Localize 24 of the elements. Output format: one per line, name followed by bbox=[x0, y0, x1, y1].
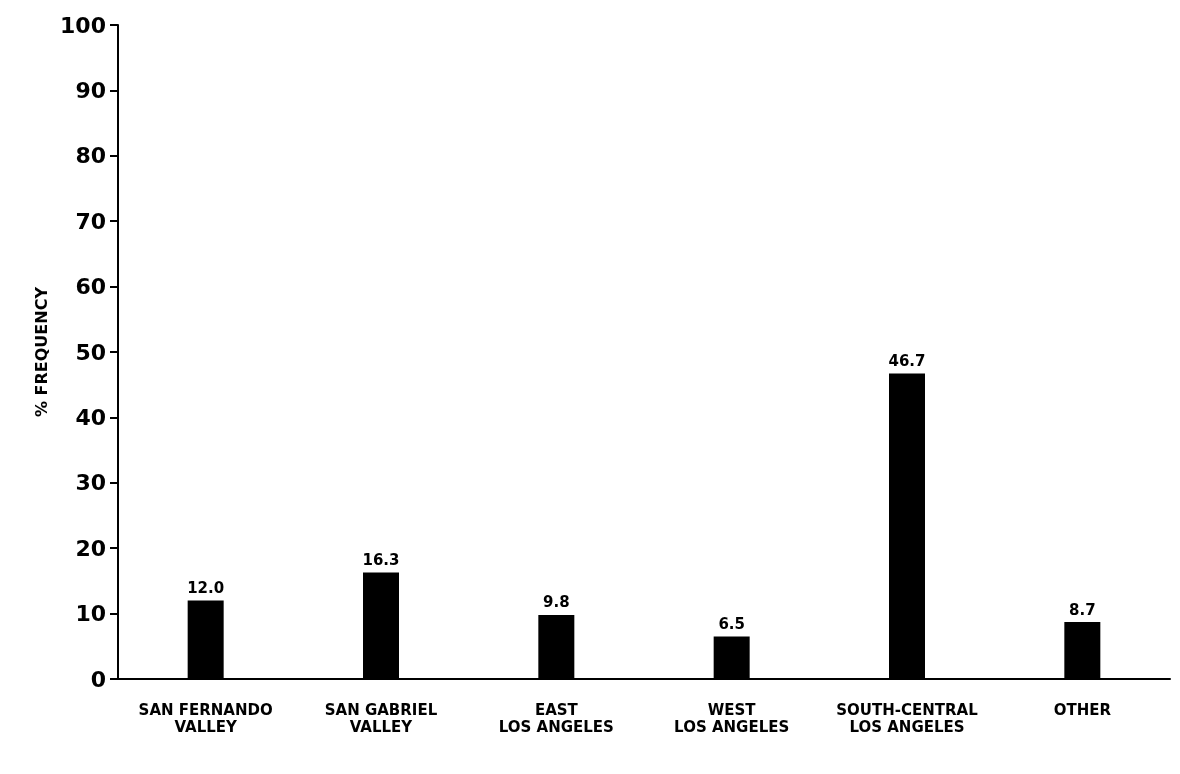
y-tick-label: 100 bbox=[60, 12, 106, 38]
x-tick-label: OTHER bbox=[1053, 700, 1112, 719]
data-label: 46.7 bbox=[888, 352, 926, 371]
y-tick-label: 70 bbox=[75, 208, 106, 234]
x-tick-label: SAN FERNANDO VALLEY bbox=[138, 700, 273, 736]
data-label: 6.5 bbox=[718, 614, 745, 633]
x-tick-label: EAST LOS ANGELES bbox=[498, 700, 614, 736]
x-tick-label: SAN GABRIEL VALLEY bbox=[324, 700, 438, 736]
data-label: 12.0 bbox=[187, 579, 225, 598]
y-tick-label: 50 bbox=[75, 339, 106, 365]
y-tick-label: 40 bbox=[75, 404, 106, 430]
y-tick-label: 80 bbox=[75, 143, 106, 169]
data-label: 8.7 bbox=[1069, 600, 1096, 619]
y-tick-label: 30 bbox=[75, 470, 106, 496]
x-tick-label: SOUTH-CENTRAL LOS ANGELES bbox=[836, 700, 979, 736]
y-tick-label: 20 bbox=[75, 535, 106, 561]
y-tick-label: 10 bbox=[75, 601, 106, 627]
data-label: 9.8 bbox=[543, 593, 570, 612]
y-tick-label: 60 bbox=[75, 274, 106, 300]
data-label: 16.3 bbox=[362, 550, 400, 569]
x-tick-label: WEST LOS ANGELES bbox=[674, 700, 790, 736]
y-tick-label: 90 bbox=[75, 77, 106, 103]
y-axis-title: % FREQUENCY bbox=[31, 286, 51, 418]
y-tick-label: 0 bbox=[90, 666, 106, 692]
